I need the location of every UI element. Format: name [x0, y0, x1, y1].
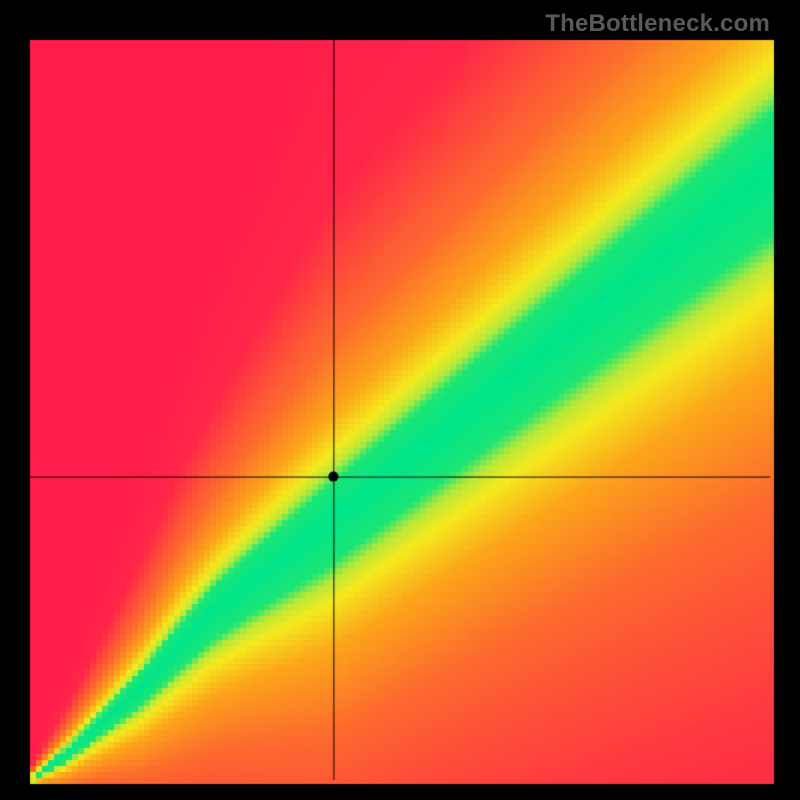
watermark-text: TheBottleneck.com — [545, 10, 770, 38]
bottleneck-heatmap — [0, 0, 800, 800]
chart-container: TheBottleneck.com — [0, 0, 800, 800]
